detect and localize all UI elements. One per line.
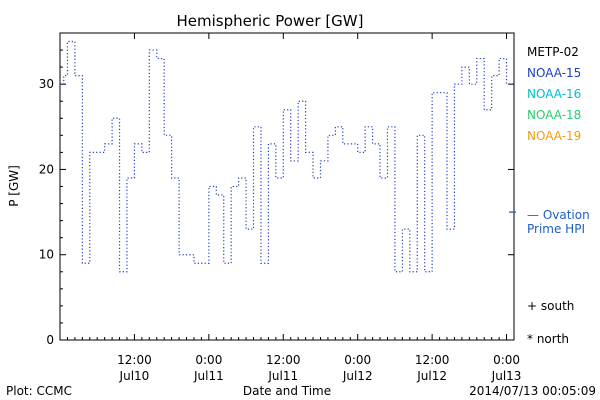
legend-north: * north — [527, 332, 569, 346]
y-tick-label: 30 — [39, 77, 54, 91]
x-tick-label-date: Jul12 — [342, 369, 373, 383]
x-tick-label-time: 12:00 — [415, 353, 450, 367]
x-tick-label-time: 0:00 — [493, 353, 520, 367]
x-tick-label-time: 0:00 — [344, 353, 371, 367]
legend-entry: NOAA-15 — [527, 66, 581, 80]
y-tick-label: 20 — [39, 162, 54, 176]
x-tick-label-date: Jul12 — [416, 369, 447, 383]
x-tick-label-date: Jul11 — [193, 369, 224, 383]
x-axis-label: Date and Time — [243, 384, 331, 398]
x-tick-label-time: 12:00 — [117, 353, 152, 367]
legend-south: + south — [527, 299, 574, 313]
legend-entry: NOAA-19 — [527, 129, 581, 143]
x-tick-label-time: 0:00 — [195, 353, 222, 367]
y-tick-label: 10 — [39, 248, 54, 262]
legend-entry: NOAA-16 — [527, 87, 581, 101]
x-tick-label-date: Jul11 — [267, 369, 298, 383]
plot-frame — [59, 32, 515, 341]
plot-credit: Plot: CCMC — [6, 384, 72, 398]
x-tick-label-date: Jul13 — [491, 369, 522, 383]
legend-entry: METP-02 — [527, 45, 579, 59]
series-layer — [59, 40, 516, 273]
legend-ovation-line1: — Ovation — [527, 208, 590, 222]
timestamp: 2014/07/13 00:05:09 — [469, 384, 596, 398]
y-tick-label: 0 — [46, 333, 54, 347]
legend-ovation-line2: Prime HPI — [527, 222, 585, 236]
x-tick-label-time: 12:00 — [266, 353, 301, 367]
x-axis: 12:00 Jul10 0:00 Jul11 12:00 Jul11 0:00 Jul12 12… — [66, 33, 522, 383]
legend: METP-02 NOAA-15 NOAA-16 NOAA-18 NOAA-19 — Ova… — [527, 45, 590, 346]
series-line-noaa-15 — [60, 40, 514, 273]
legend-entry: NOAA-18 — [527, 108, 581, 122]
y-axis: 0 10 20 30 — [39, 49, 514, 347]
chart-title: Hemispheric Power [GW] — [177, 12, 364, 30]
x-tick-label-date: Jul10 — [119, 369, 150, 383]
y-axis-label: P [GW] — [7, 165, 21, 207]
